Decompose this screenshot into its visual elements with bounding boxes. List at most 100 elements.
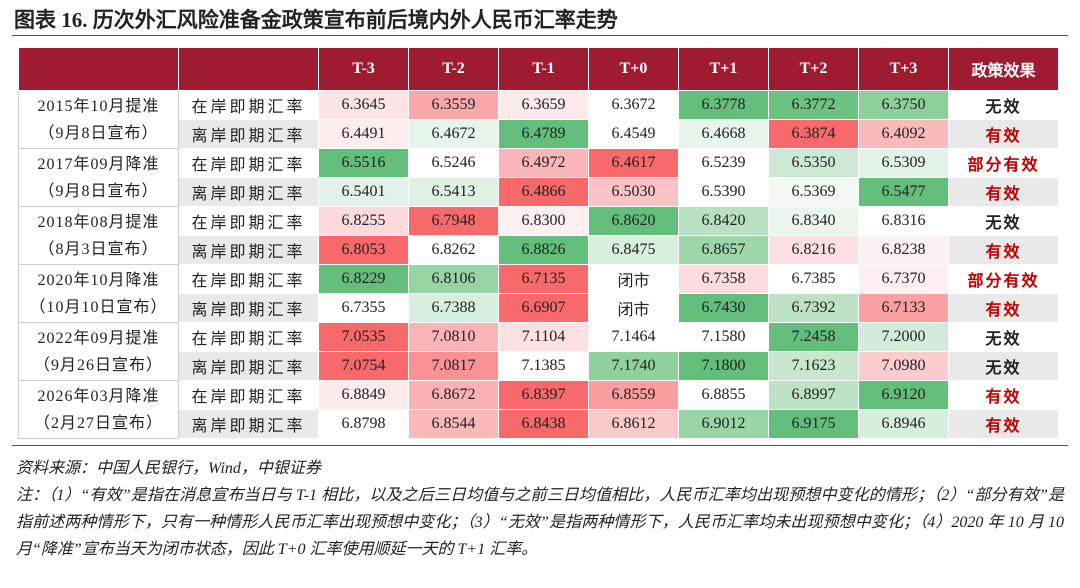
rate-cell: 6.5350 [768, 148, 859, 178]
table-row: 2015年10月提准 （9月8日宣布） 在岸即期汇率 6.3645 6.3559 6.36… [18, 90, 1059, 149]
rate-cell: 6.8053 [318, 235, 409, 265]
rate-type: 离岸即期汇率 [178, 293, 319, 323]
rate-type: 离岸即期汇率 [178, 409, 319, 439]
rate-cell: 6.5309 [858, 148, 949, 178]
event-announce: （9月8日宣布） [38, 182, 159, 200]
rate-cell: 7.0535 [318, 322, 409, 352]
event-name: 2015年10月提准 [37, 97, 160, 115]
effect-cell: 无效 [948, 351, 1059, 381]
source: 资料来源：中国人民银行，Wind，中银证券 [16, 460, 321, 477]
header-cell [178, 47, 319, 91]
table-row: 离岸即期汇率 6.5401 6.5413 6.4866 6.5030 6.5390 6.53… [19, 177, 1059, 207]
rate-cell: 6.4491 [318, 119, 409, 149]
table-row: 离岸即期汇率 6.7355 6.7388 6.6907 闭市 6.7430 6.7392 6.… [19, 293, 1059, 323]
rate-cell: 7.2000 [858, 322, 949, 352]
rate-cell: 6.8255 [318, 206, 409, 236]
header-cell [18, 47, 179, 91]
rate-type: 离岸即期汇率 [178, 351, 319, 381]
table-row: 2020年10月降准 （10月10日宣布） 在岸即期汇率 6.8229 6.8106 6.… [18, 264, 1059, 323]
rate-cell: 6.7133 [858, 293, 949, 323]
rate-cell: 6.8798 [318, 409, 409, 439]
event-announce: （2月27日宣布） [33, 414, 163, 432]
rate-type: 在岸即期汇率 [178, 264, 319, 294]
rate-cell: 6.9012 [678, 409, 769, 439]
rate-cell: 6.9175 [768, 409, 859, 439]
rate-cell: 6.8657 [678, 235, 769, 265]
effect-cell: 无效 [948, 90, 1059, 120]
event-cell: 2015年10月提准 （9月8日宣布） [18, 90, 179, 149]
rate-cell: 6.8316 [858, 206, 949, 236]
rate-cell: 6.8826 [498, 235, 589, 265]
rate-cell: 6.3672 [588, 90, 679, 120]
rate-table: T-3 T-2 T-1 T+0 T+1 T+2 T+3 政策效果 2015年10月提准 （9月8… [18, 47, 1059, 439]
rate-cell: 6.7392 [768, 293, 859, 323]
rate-type: 离岸即期汇率 [178, 119, 319, 149]
table-row: 2022年09月提准 （9月26日宣布） 在岸即期汇率 7.0535 7.0810 7.1… [18, 322, 1059, 381]
rate-cell: 6.8612 [588, 409, 679, 439]
rate-cell: 6.8420 [678, 206, 769, 236]
rate-type: 在岸即期汇率 [178, 380, 319, 410]
event-announce: （10月10日宣布） [29, 298, 168, 316]
rate-cell: 6.5246 [408, 148, 499, 178]
event-name: 2022年09月提准 [37, 329, 160, 347]
rate-cell: 6.4549 [588, 119, 679, 149]
effect-cell: 部分有效 [948, 264, 1059, 294]
table-row: 2026年03月降准 （2月27日宣布） 在岸即期汇率 6.8849 6.8672 6.8… [18, 380, 1059, 439]
rate-cell: 6.4617 [588, 148, 679, 178]
table-row: 离岸即期汇率 7.0754 7.0817 7.1385 7.1740 7.1800 7.16… [19, 351, 1059, 381]
effect-cell: 有效 [948, 409, 1059, 439]
rate-cell: 6.8300 [498, 206, 589, 236]
rate-cell: 7.1740 [588, 351, 679, 381]
rate-cell: 6.4672 [408, 119, 499, 149]
event-announce: （9月8日宣布） [38, 124, 159, 142]
rate-cell: 6.7948 [408, 206, 499, 236]
rate-cell: 6.7135 [498, 264, 589, 294]
event-announce: （8月3日宣布） [38, 240, 159, 258]
note: 注：（1）“有效”是指在消息宣布当日与 T-1 相比，以及之后三日均值与之前三日… [16, 487, 1064, 558]
rate-type: 在岸即期汇率 [178, 322, 319, 352]
table-row: 离岸即期汇率 6.8798 6.8544 6.8438 6.8612 6.9012 6.91… [19, 409, 1059, 439]
event-cell: 2018年08月提准 （8月3日宣布） [18, 206, 179, 265]
rate-cell: 闭市 [588, 264, 679, 294]
event-name: 2018年08月提准 [37, 213, 160, 231]
rate-cell: 6.4789 [498, 119, 589, 149]
header-cell: T+1 [678, 47, 769, 91]
table-row: 离岸即期汇率 6.4491 6.4672 6.4789 6.4549 6.4668 6.38… [19, 119, 1059, 149]
event-cell: 2026年03月降准 （2月27日宣布） [18, 380, 179, 439]
event-name: 2020年10月降准 [37, 271, 160, 289]
rate-cell: 6.8946 [858, 409, 949, 439]
rate-cell: 6.7430 [678, 293, 769, 323]
rate-cell: 7.0817 [408, 351, 499, 381]
effect-cell: 有效 [948, 177, 1059, 207]
rate-cell: 6.3750 [858, 90, 949, 120]
effect-cell: 有效 [948, 380, 1059, 410]
rate-cell: 6.3778 [678, 90, 769, 120]
table-body: 2015年10月提准 （9月8日宣布） 在岸即期汇率 6.3645 6.3559 6.36… [18, 90, 1059, 439]
rate-cell: 6.5413 [408, 177, 499, 207]
rate-cell: 6.8262 [408, 235, 499, 265]
table-row: 2017年09月降准 （9月8日宣布） 在岸即期汇率 6.5516 6.5246 6.49… [18, 148, 1059, 207]
header-cell: T+0 [588, 47, 679, 91]
rate-type: 在岸即期汇率 [178, 148, 319, 178]
rate-type: 在岸即期汇率 [178, 90, 319, 120]
header-cell: T+2 [768, 47, 859, 91]
rate-cell: 6.5369 [768, 177, 859, 207]
header-cell: T+3 [858, 47, 949, 91]
rate-cell: 6.3559 [408, 90, 499, 120]
table-rule [12, 445, 1068, 446]
rate-cell: 6.8106 [408, 264, 499, 294]
event-announce: （9月26日宣布） [33, 356, 163, 374]
rate-cell: 7.1104 [498, 322, 589, 352]
rate-cell: 6.7388 [408, 293, 499, 323]
rate-cell: 6.4092 [858, 119, 949, 149]
rate-cell: 7.0810 [408, 322, 499, 352]
rate-cell: 6.8229 [318, 264, 409, 294]
event-name: 2026年03月降准 [37, 387, 160, 405]
rate-cell: 6.8216 [768, 235, 859, 265]
rate-cell: 6.8855 [678, 380, 769, 410]
rate-cell: 6.7385 [768, 264, 859, 294]
effect-cell: 无效 [948, 322, 1059, 352]
table-row: 2018年08月提准 （8月3日宣布） 在岸即期汇率 6.8255 6.7948 6.83… [18, 206, 1059, 265]
rate-cell: 6.5401 [318, 177, 409, 207]
